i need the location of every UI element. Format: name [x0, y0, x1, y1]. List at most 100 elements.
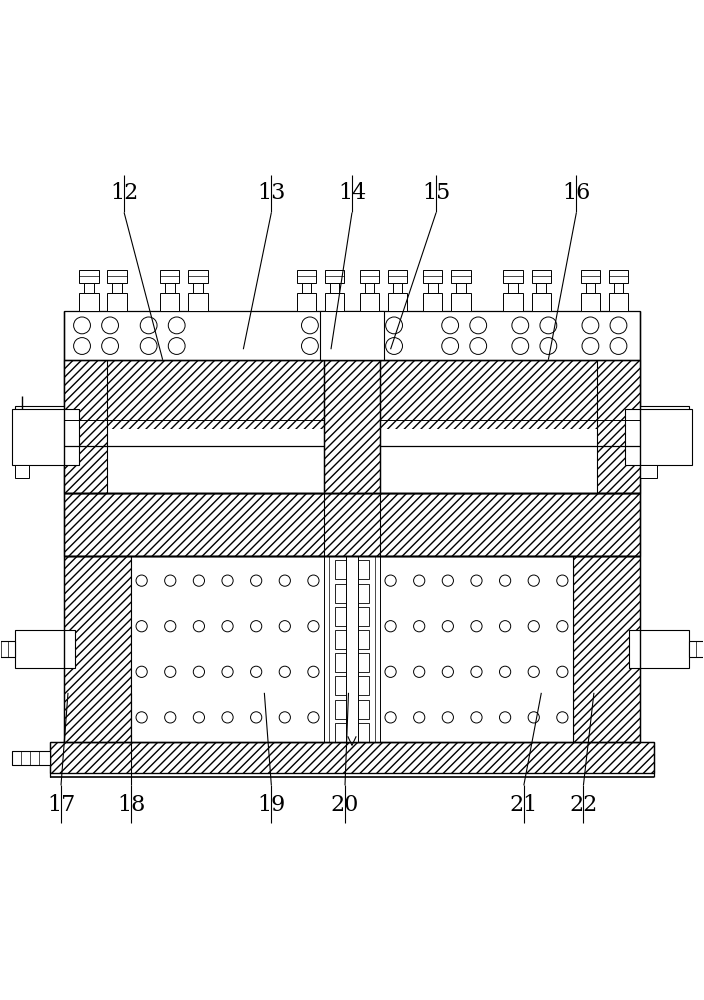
- Circle shape: [74, 317, 90, 334]
- Circle shape: [442, 575, 453, 586]
- Circle shape: [471, 621, 482, 632]
- Circle shape: [471, 666, 482, 677]
- Bar: [360, 270, 379, 283]
- Circle shape: [500, 575, 510, 586]
- Bar: [365, 283, 375, 293]
- Bar: [508, 283, 518, 293]
- Circle shape: [165, 712, 176, 723]
- Bar: [193, 283, 203, 293]
- Circle shape: [413, 575, 425, 586]
- Bar: [296, 270, 316, 283]
- Text: 16: 16: [562, 182, 591, 204]
- Circle shape: [358, 317, 375, 334]
- Bar: [65, 493, 639, 556]
- Circle shape: [610, 317, 627, 334]
- Bar: [388, 270, 408, 283]
- Bar: [82, 429, 622, 493]
- Text: 19: 19: [257, 794, 286, 816]
- Bar: [598, 360, 639, 493]
- Circle shape: [308, 712, 319, 723]
- Bar: [165, 283, 175, 293]
- Text: 12: 12: [110, 182, 138, 204]
- Bar: [423, 270, 442, 283]
- Bar: [609, 270, 628, 283]
- Circle shape: [329, 317, 346, 334]
- Bar: [12, 409, 79, 465]
- Bar: [79, 426, 625, 493]
- Bar: [451, 293, 470, 311]
- Bar: [619, 406, 689, 446]
- Bar: [335, 700, 369, 719]
- Bar: [359, 429, 622, 493]
- Circle shape: [528, 666, 539, 677]
- Text: 22: 22: [570, 794, 598, 816]
- Bar: [335, 584, 369, 603]
- Circle shape: [386, 317, 403, 334]
- Bar: [80, 293, 99, 311]
- Bar: [320, 311, 384, 360]
- Bar: [335, 607, 369, 626]
- Circle shape: [140, 317, 157, 334]
- Circle shape: [301, 317, 318, 334]
- Bar: [160, 293, 180, 311]
- Bar: [581, 270, 601, 283]
- Bar: [423, 293, 442, 311]
- Circle shape: [136, 621, 147, 632]
- Bar: [107, 270, 127, 283]
- Circle shape: [308, 575, 319, 586]
- Circle shape: [442, 712, 453, 723]
- Circle shape: [540, 317, 557, 334]
- Bar: [428, 283, 438, 293]
- Bar: [15, 465, 30, 478]
- Circle shape: [610, 338, 627, 354]
- Bar: [335, 560, 369, 579]
- Circle shape: [136, 666, 147, 677]
- Circle shape: [251, 666, 262, 677]
- Circle shape: [413, 712, 425, 723]
- Circle shape: [540, 338, 557, 354]
- Bar: [324, 493, 380, 556]
- Bar: [84, 283, 94, 293]
- Bar: [325, 293, 344, 311]
- Text: 20: 20: [331, 794, 359, 816]
- Bar: [160, 270, 180, 283]
- Bar: [335, 630, 369, 649]
- Bar: [581, 293, 601, 311]
- Bar: [65, 360, 639, 493]
- Circle shape: [251, 621, 262, 632]
- Circle shape: [165, 621, 176, 632]
- Circle shape: [279, 666, 291, 677]
- Text: 13: 13: [257, 182, 286, 204]
- Circle shape: [413, 621, 425, 632]
- Circle shape: [471, 712, 482, 723]
- Bar: [80, 270, 99, 283]
- Circle shape: [194, 712, 204, 723]
- Circle shape: [168, 338, 185, 354]
- Circle shape: [385, 712, 396, 723]
- Circle shape: [470, 338, 486, 354]
- Circle shape: [308, 666, 319, 677]
- Text: 21: 21: [510, 794, 538, 816]
- Circle shape: [441, 338, 458, 354]
- Circle shape: [470, 317, 486, 334]
- Circle shape: [385, 666, 396, 677]
- Bar: [335, 676, 369, 695]
- Bar: [0, 641, 15, 657]
- Circle shape: [136, 712, 147, 723]
- Text: 14: 14: [338, 182, 366, 204]
- Bar: [15, 630, 75, 668]
- Bar: [301, 283, 311, 293]
- Bar: [532, 293, 551, 311]
- Circle shape: [194, 575, 204, 586]
- Circle shape: [194, 621, 204, 632]
- Bar: [625, 409, 692, 465]
- Circle shape: [279, 621, 291, 632]
- Circle shape: [194, 666, 204, 677]
- Circle shape: [358, 338, 375, 354]
- Text: 18: 18: [117, 794, 145, 816]
- Bar: [188, 270, 208, 283]
- Bar: [65, 556, 131, 742]
- Bar: [131, 556, 573, 742]
- Bar: [335, 723, 369, 742]
- Bar: [296, 293, 316, 311]
